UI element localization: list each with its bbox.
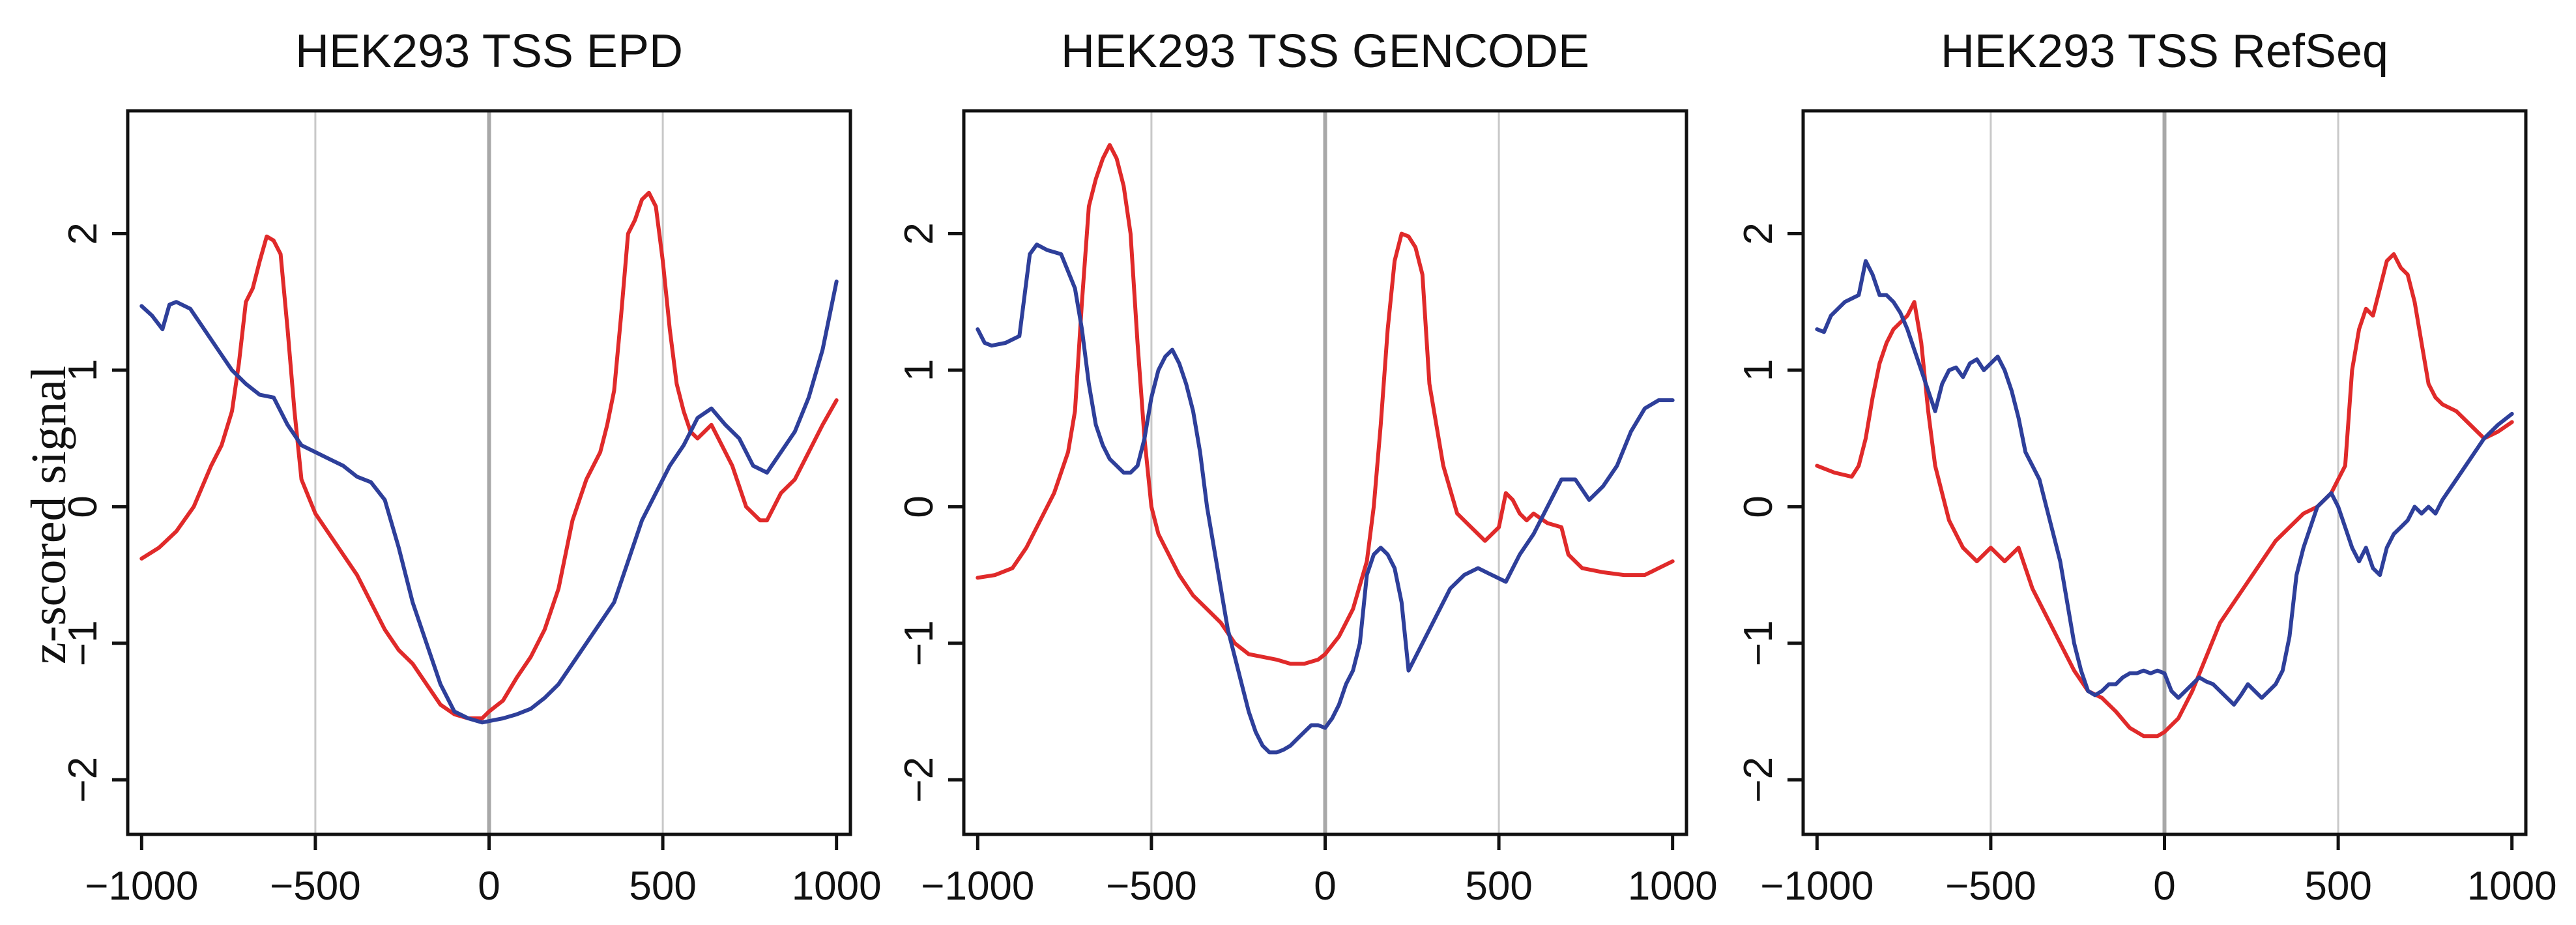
series-line-blue: [139, 279, 839, 725]
y-tick-label: 0: [61, 495, 106, 518]
chart-panel-3: HEK293 TSS RefSeq −1000 −500 0 500 1000 −2 −1 0 1…: [1736, 25, 2557, 909]
x-tick-label: −1000: [921, 864, 1034, 909]
y-axis-label: z-scored signal: [22, 366, 76, 664]
y-tick-label: 0: [897, 495, 942, 518]
x-tick-label: 0: [478, 864, 500, 909]
x-tick-label: −500: [1106, 864, 1197, 909]
x-tick-label: 1000: [792, 864, 882, 909]
y-tick-label: 2: [61, 222, 106, 244]
chart-panels: HEK293 TSS EPD−1000 −500 0 500 1000−2−1012HE…: [61, 25, 2557, 909]
series-line-blue: [976, 242, 1675, 755]
y-tick-label: −1: [1736, 620, 1781, 666]
chart-title: HEK293 TSS RefSeq: [1941, 25, 2388, 78]
y-tick-label: −2: [1736, 757, 1781, 803]
x-tick-label: 0: [2153, 864, 2175, 909]
y-tick-label: 1: [897, 359, 942, 381]
x-tick-label: −500: [1945, 864, 2036, 909]
chart-panel-2: HEK293 TSS GENCODE −1000 −500 0 500 1000 −2 −1 0…: [897, 25, 1718, 909]
y-tick-label: −1: [61, 620, 106, 666]
series-line-blue: [1815, 259, 2514, 707]
x-tick-label: 1000: [1628, 864, 1718, 909]
x-tick-label: 500: [1465, 864, 1532, 909]
y-tick-label: 1: [1736, 359, 1781, 381]
series-line-red: [139, 190, 839, 720]
x-tick-label: 500: [629, 864, 696, 909]
y-tick-label: −2: [897, 757, 942, 803]
x-tick-label: 1000: [2467, 864, 2557, 909]
y-tick-label: 1: [61, 359, 106, 381]
y-tick-label: 2: [897, 222, 942, 244]
x-tick-label: 500: [2304, 864, 2371, 909]
x-tick-label: −500: [270, 864, 361, 909]
chart-panel-1: HEK293 TSS EPD −1000 −500 0 500 1000 −2 −1 0 1 2: [61, 25, 882, 909]
chart-title: HEK293 TSS EPD: [295, 25, 683, 78]
chart-title: HEK293 TSS GENCODE: [1061, 25, 1589, 78]
series-line-red: [1815, 252, 2514, 739]
y-tick-label: 0: [1736, 495, 1781, 518]
y-tick-label: 2: [1736, 222, 1781, 244]
y-tick-label: −1: [897, 620, 942, 666]
x-tick-label: −1000: [85, 864, 198, 909]
y-tick-label: −2: [61, 757, 106, 803]
series-line-red: [976, 143, 1675, 666]
x-tick-label: −1000: [1760, 864, 1874, 909]
x-tick-label: 0: [1314, 864, 1336, 909]
